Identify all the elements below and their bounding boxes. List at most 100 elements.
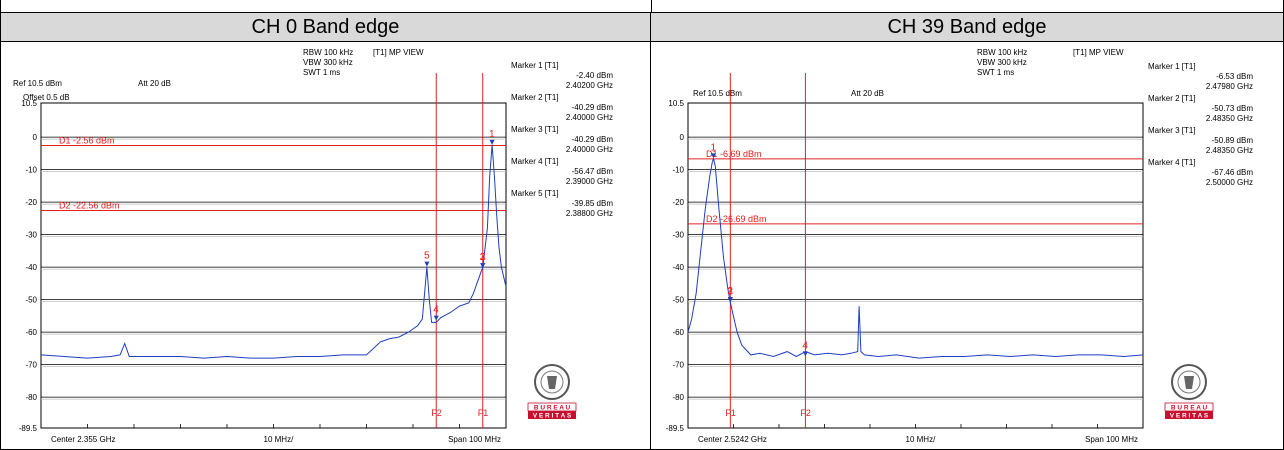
table-top-edge: [0, 0, 1284, 12]
marker-readout-label: Marker 1 [T1]: [1148, 62, 1196, 71]
vbw-label: VBW 300 kHz: [303, 58, 353, 67]
vbw-label: VBW 300 kHz: [977, 58, 1027, 67]
marker-readout-label: Marker 2 [T1]: [511, 93, 559, 102]
ref-level-label: Ref 10.5 dBm: [13, 79, 62, 88]
ref-level-label: Ref 10.5 dBm: [693, 89, 742, 98]
bureau-veritas-logo: B U R E A UV E R I T A S: [527, 364, 577, 420]
rbw-label: RBW 100 kHz: [303, 48, 353, 57]
marker-readout-freq: 2.48350 GHz: [1206, 114, 1253, 123]
y-tick-label: -30: [672, 231, 684, 240]
marker-readout-label: Marker 4 [T1]: [511, 157, 559, 166]
attenuation-label: Att 20 dB: [851, 89, 884, 98]
logo-seal-inner: [540, 370, 564, 394]
table-divider: [651, 0, 652, 12]
frequency-line-label: F2: [431, 408, 442, 418]
y-tick-label: -40: [672, 263, 684, 272]
marker-point-label: 3: [480, 252, 486, 263]
plot-frame: [687, 102, 1144, 429]
bureau-veritas-logo: B U R E A UV E R I T A S: [1164, 364, 1214, 420]
y-tick-label: -70: [672, 361, 684, 370]
marker-readout-freq: 2.38800 GHz: [566, 209, 613, 218]
marker-readout-freq: 2.50000 GHz: [1206, 178, 1253, 187]
swt-label: SWT 1 ms: [303, 68, 340, 77]
y-tick-label: -50: [25, 296, 37, 305]
marker-readout-level: -2.40 dBm: [576, 71, 613, 80]
division-label: 10 MHz/: [906, 435, 937, 444]
trace-line: [40, 144, 507, 359]
y-tick-label: -20: [25, 198, 37, 207]
y-tick-label: -20: [672, 198, 684, 207]
marker-readout-freq: 2.48350 GHz: [1206, 146, 1253, 155]
y-tick-label: 10.5: [668, 99, 684, 108]
span-label: Span 100 MHz: [448, 435, 501, 444]
marker-point-label: 2: [727, 286, 733, 297]
plot-frame: [40, 102, 507, 429]
marker-readout-freq: 2.40000 GHz: [566, 113, 613, 122]
logo-line1: B U R E A U: [1171, 405, 1208, 412]
marker-readout-freq: 2.40200 GHz: [566, 81, 613, 90]
logo-bottom-bar: [1165, 411, 1213, 419]
y-tick-label: -80: [672, 393, 684, 402]
marker-readout-level: -40.29 dBm: [572, 135, 614, 144]
marker-point: [480, 263, 486, 269]
offset-label: Offset 0.5 dB: [23, 93, 70, 102]
center-frequency-label: Center 2.5242 GHz: [698, 435, 767, 444]
marker-readout-label: Marker 3 [T1]: [511, 125, 559, 134]
center-frequency-label: Center 2.355 GHz: [51, 435, 115, 444]
y-tick-label: -10: [672, 166, 684, 175]
swt-label: SWT 1 ms: [977, 68, 1014, 77]
logo-line2: V E R I T A S: [1170, 413, 1209, 420]
marker-point-label: 1: [710, 142, 716, 153]
y-tick-label: -89.5: [19, 424, 38, 433]
display-line-label: D2 -26.69 dBm: [706, 214, 767, 224]
marker-readout-label: Marker 3 [T1]: [1148, 126, 1196, 135]
marker-point-label: 3: [727, 287, 733, 298]
y-tick-label: -40: [25, 263, 37, 272]
panel-title: CH 0 Band edge: [1, 13, 650, 42]
y-tick-label: 10.5: [21, 99, 37, 108]
marker-point: [710, 153, 716, 159]
logo-line2: V E R I T A S: [533, 413, 572, 420]
marker-point-label: 4: [433, 305, 439, 316]
marker-readout-freq: 2.39000 GHz: [566, 177, 613, 186]
marker-readout-level: -39.85 dBm: [572, 199, 614, 208]
marker-readout-level: -50.89 dBm: [1212, 136, 1254, 145]
y-tick-label: 0: [680, 133, 685, 142]
marker-point-label: 5: [424, 251, 430, 262]
panel-ch39: CH 39 Band edge RBW 100 kHz VBW 300 kHz SW…: [650, 12, 1284, 450]
trace-view-label: [T1] MP VIEW: [1073, 48, 1124, 57]
y-tick-label: -80: [25, 393, 37, 402]
frequency-line-label: F2: [800, 408, 811, 418]
division-label: 10 MHz/: [264, 435, 295, 444]
marker-readout-label: Marker 2 [T1]: [1148, 94, 1196, 103]
marker-readout-level: -67.46 dBm: [1212, 168, 1254, 177]
trace-view-label: [T1] MP VIEW: [373, 48, 424, 57]
logo-seal-emblem: [1184, 376, 1194, 389]
marker-readout-freq: 2.47980 GHz: [1206, 82, 1253, 91]
marker-readout-level: -40.29 dBm: [572, 103, 614, 112]
marker-point: [802, 351, 808, 357]
marker-readout-label: Marker 5 [T1]: [511, 189, 559, 198]
logo-line1: B U R E A U: [534, 405, 571, 412]
span-label: Span 100 MHz: [1085, 435, 1138, 444]
y-tick-label: 0: [33, 133, 38, 142]
marker-readout-freq: 2.40000 GHz: [566, 145, 613, 154]
y-tick-label: -60: [672, 328, 684, 337]
marker-readout-level: -6.53 dBm: [1216, 72, 1253, 81]
y-tick-label: -50: [672, 296, 684, 305]
panel-title: CH 39 Band edge: [651, 13, 1283, 42]
display-line-label: D1 -2.56 dBm: [59, 135, 115, 145]
marker-readout-label: Marker 4 [T1]: [1148, 158, 1196, 167]
y-tick-label: -89.5: [666, 424, 685, 433]
attenuation-label: Att 20 dB: [138, 79, 171, 88]
marker-point-label: 2: [480, 252, 486, 263]
marker-point: [424, 261, 430, 267]
frequency-line-label: F1: [725, 408, 736, 418]
logo-bottom-bar: [528, 411, 576, 419]
panel-ch0: CH 0 Band edge RBW 100 kHz VBW 300 kHz SWT…: [0, 12, 651, 450]
marker-readout-level: -56.47 dBm: [572, 167, 614, 176]
y-tick-label: -30: [25, 231, 37, 240]
